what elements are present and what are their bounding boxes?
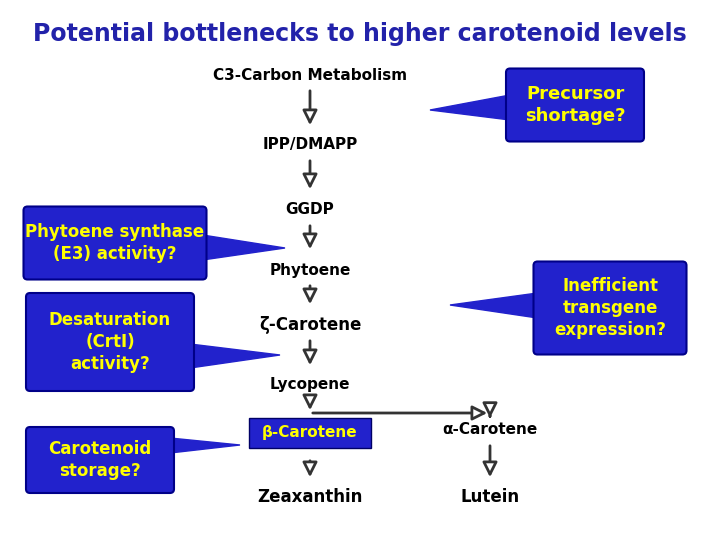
FancyBboxPatch shape bbox=[534, 261, 686, 354]
Text: Desaturation
(CrtI)
activity?: Desaturation (CrtI) activity? bbox=[49, 311, 171, 373]
FancyBboxPatch shape bbox=[249, 418, 371, 448]
Text: β-Carotene: β-Carotene bbox=[262, 426, 358, 441]
FancyBboxPatch shape bbox=[506, 69, 644, 141]
Text: Carotenoid
storage?: Carotenoid storage? bbox=[48, 440, 152, 480]
Text: ζ-Carotene: ζ-Carotene bbox=[258, 316, 361, 334]
Text: Lutein: Lutein bbox=[460, 488, 520, 506]
Text: Inefficient
transgene
expression?: Inefficient transgene expression? bbox=[554, 277, 666, 339]
Text: Zeaxanthin: Zeaxanthin bbox=[257, 488, 363, 506]
Text: Potential bottlenecks to higher carotenoid levels: Potential bottlenecks to higher caroteno… bbox=[33, 22, 687, 46]
Polygon shape bbox=[450, 293, 538, 318]
Text: Lycopene: Lycopene bbox=[270, 377, 350, 393]
Text: Phytoene: Phytoene bbox=[269, 262, 351, 278]
Polygon shape bbox=[430, 95, 510, 120]
Text: Precursor
shortage?: Precursor shortage? bbox=[525, 85, 625, 125]
Text: IPP/DMAPP: IPP/DMAPP bbox=[262, 138, 358, 152]
Polygon shape bbox=[170, 438, 240, 453]
Text: GGDP: GGDP bbox=[286, 202, 334, 218]
FancyBboxPatch shape bbox=[24, 206, 207, 280]
Text: C3-Carbon Metabolism: C3-Carbon Metabolism bbox=[213, 68, 407, 83]
Text: Phytoene synthase
(E3) activity?: Phytoene synthase (E3) activity? bbox=[25, 223, 204, 263]
Polygon shape bbox=[190, 344, 280, 368]
Polygon shape bbox=[202, 235, 285, 260]
FancyBboxPatch shape bbox=[26, 293, 194, 391]
FancyBboxPatch shape bbox=[26, 427, 174, 493]
Text: α-Carotene: α-Carotene bbox=[442, 422, 538, 437]
